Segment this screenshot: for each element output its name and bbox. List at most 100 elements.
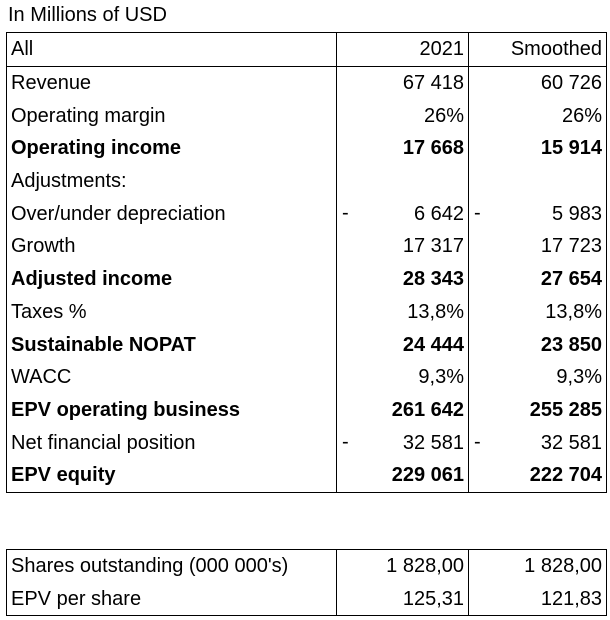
cell-text: 28 343 [402,268,464,291]
value-2021: 17 668 [336,132,469,165]
value-2021: 28 343 [336,262,469,296]
cell-text: 261 642 [391,398,464,421]
negative-sign: - [342,431,349,454]
row-label: Taxes % [6,295,337,329]
row-label: Over/under depreciation [6,197,337,231]
row-label: Net financial position [6,426,337,459]
row-label: EPV operating business [6,393,337,427]
row-label: Growth [6,230,337,263]
value-smoothed: 15 914 [468,132,607,165]
value-smoothed: 222 704 [468,458,607,493]
table-row: Taxes % 13,8% 13,8% [6,295,607,329]
table-row: Adjusted income 28 343 27 654 [6,262,607,296]
cell-text: WACC [11,366,72,389]
row-label: Revenue [6,66,337,100]
cell-text: 9,3% [556,366,602,389]
cell-text: Operating margin [11,104,166,127]
table-row: Adjustments: [6,164,607,198]
header-row: All 2021 Smoothed [6,32,607,67]
table-row: WACC 9,3% 9,3% [6,360,607,394]
cell-text: 23 850 [540,333,602,356]
row-label: Adjustments: [6,164,337,198]
table-row: EPV equity 229 061 222 704 [6,458,607,493]
header-smoothed: Smoothed [468,32,607,67]
value-smoothed: 17 723 [468,230,607,263]
cell-text: Net financial position [11,431,196,454]
cell-text: 222 704 [529,464,602,487]
table-row: Sustainable NOPAT 24 444 23 850 [6,328,607,361]
negative-sign: - [474,202,481,225]
value-smoothed: 1 828,00 [468,548,607,583]
cell-text: Growth [11,235,76,258]
row-label: EPV equity [6,458,337,493]
table-row: EPV operating business 261 642 255 285 [6,393,607,427]
row-label: Adjusted income [6,262,337,296]
value-smoothed: 27 654 [468,262,607,296]
value-smoothed: 121,83 [468,582,607,617]
header-label: All [6,32,337,67]
table-row: Operating margin 26% 26% [6,99,607,133]
value-2021: 13,8% [336,295,469,329]
cell-text: Adjusted income [11,268,173,291]
row-label: Operating margin [6,99,337,133]
value-2021: - 32 581 [336,426,469,459]
table-row: Revenue 67 418 60 726 [6,66,607,100]
value-smoothed: 26% [468,99,607,133]
value-2021: 17 317 [336,230,469,263]
cell-text: 255 285 [529,398,602,421]
cell-text: 15 914 [540,137,602,160]
cell-text: 13,8% [545,300,602,323]
header-2021: 2021 [336,32,469,67]
cell-text: Operating income [11,137,182,160]
cell-text: Over/under depreciation [11,202,226,225]
cell-text: 9,3% [418,366,464,389]
cell-text: 13,8% [407,300,464,323]
cell-text: Taxes % [11,300,87,323]
table-row: Shares outstanding (000 000's) 1 828,00 1 … [6,548,607,583]
value-smoothed: 9,3% [468,360,607,394]
cell-text: 60 726 [540,72,602,95]
table-row: Over/under depreciation -6 642-5 983 [6,197,607,231]
cell-text: 26% [423,104,464,127]
cell-text: 229 061 [391,464,464,487]
table-caption: In Millions of USD [8,4,167,26]
cell-text: EPV operating business [11,398,240,421]
value-smoothed: 60 726 [468,66,607,100]
value-smoothed: 255 285 [468,393,607,427]
table-row: EPV per share 125,31 121,83 [6,582,607,617]
value-2021: 9,3% [336,360,469,394]
cell-text: 26% [561,104,602,127]
per-share-table: Shares outstanding (000 000's) 1 828,00 1 … [6,548,607,617]
epv-table: All 2021 Smoothed Revenue 67 418 60 726 Ope… [6,32,607,493]
value-2021: 26% [336,99,469,133]
table-row: Growth 17 317 17 723 [6,230,607,263]
value-2021: 229 061 [336,458,469,493]
value-2021 [336,164,469,198]
table-row: Net financial position -32 581-32 581 [6,426,607,459]
cell-text: 5 983 [551,202,602,225]
negative-sign: - [342,202,349,225]
row-label: Sustainable NOPAT [6,328,337,361]
cell-text: Revenue [11,72,92,95]
table-row: Operating income 17 668 15 914 [6,132,607,165]
value-2021: 1 828,00 [336,548,469,583]
value-smoothed: - 5 983 [468,197,607,231]
value-smoothed: - 32 581 [468,426,607,459]
negative-sign: - [474,431,481,454]
value-smoothed: 23 850 [468,328,607,361]
cell-text: 17 668 [402,137,464,160]
cell-text: Adjustments: [11,170,127,193]
cell-text: 6 642 [413,202,464,225]
value-2021: 125,31 [336,582,469,617]
value-2021: 261 642 [336,393,469,427]
row-label: Shares outstanding (000 000's) [6,548,337,583]
cell-text: 27 654 [540,268,602,291]
cell-text: EPV equity [11,464,116,487]
value-smoothed: 13,8% [468,295,607,329]
value-2021: 67 418 [336,66,469,100]
value-smoothed [468,164,607,198]
value-2021: - 6 642 [336,197,469,231]
row-label: Operating income [6,132,337,165]
cell-text: 17 723 [540,235,602,258]
row-label: WACC [6,360,337,394]
